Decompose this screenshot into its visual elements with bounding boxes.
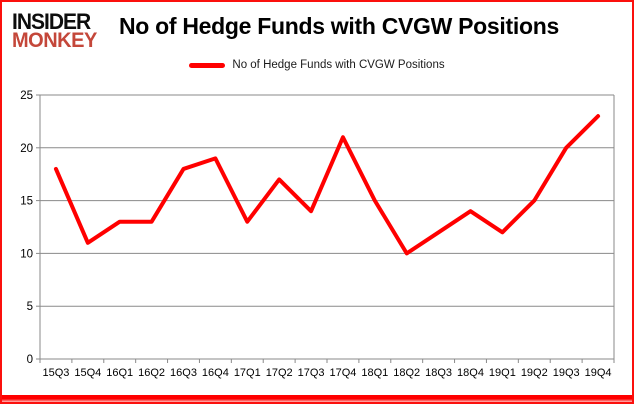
- x-tick-label: 18Q3: [425, 367, 452, 379]
- x-tick-label: 18Q4: [457, 367, 484, 379]
- x-tick-label: 19Q3: [553, 367, 580, 379]
- x-tick-label: 18Q1: [361, 367, 388, 379]
- y-tick-label: 25: [20, 90, 33, 102]
- x-tick-label: 16Q2: [138, 367, 165, 379]
- x-tick-label: 19Q4: [585, 367, 612, 379]
- y-tick-label: 0: [27, 354, 33, 366]
- x-tick-label: 17Q4: [329, 367, 356, 379]
- insider-monkey-logo: INSIDER MONKEY: [12, 9, 122, 53]
- x-tick-label: 17Q2: [266, 367, 293, 379]
- x-tick-label: 17Q1: [234, 367, 261, 379]
- x-tick-label: 18Q2: [393, 367, 420, 379]
- x-tick-label: 19Q1: [489, 367, 516, 379]
- legend-label: No of Hedge Funds with CVGW Positions: [232, 59, 445, 71]
- y-tick-label: 10: [20, 248, 33, 260]
- frame-bottom-glow: [2, 395, 632, 402]
- x-tick-label: 15Q3: [42, 367, 69, 379]
- y-tick-label: 15: [20, 196, 33, 208]
- x-tick-label: 19Q2: [521, 367, 548, 379]
- legend-line-swatch-icon: [189, 62, 226, 68]
- chart-title: No of Hedge Funds with CVGW Positions: [119, 13, 559, 39]
- x-tick-label: 17Q3: [298, 367, 325, 379]
- series-line: [53, 114, 601, 256]
- x-tick-label: 16Q4: [202, 367, 229, 379]
- y-tick-label: 5: [27, 301, 33, 313]
- chart-legend: No of Hedge Funds with CVGW Positions: [2, 57, 632, 73]
- x-tick-label: 15Q4: [74, 367, 101, 379]
- logo-word-monkey: MONKEY: [12, 28, 97, 53]
- x-tick-label: 16Q1: [106, 367, 133, 379]
- y-tick-label: 20: [20, 143, 33, 155]
- x-tick-label: 16Q3: [170, 367, 197, 379]
- logo-word-insider: INSIDER: [12, 9, 91, 35]
